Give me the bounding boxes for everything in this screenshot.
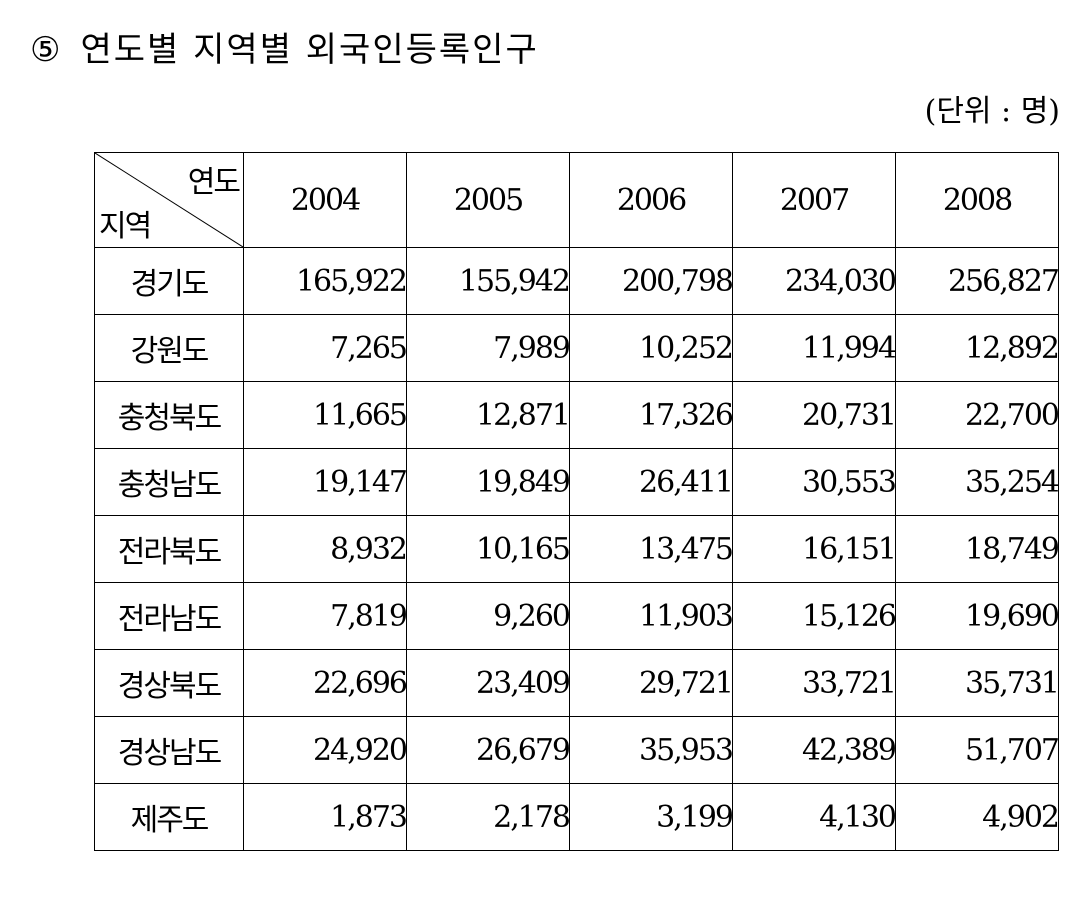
region-cell: 충청북도 (94, 381, 244, 449)
value-cell: 19,849 (406, 448, 571, 516)
table-row: 경기도 165,922 155,942 200,798 234,030 256,… (94, 247, 1060, 315)
value-cell: 7,819 (243, 582, 408, 650)
diagonal-divider (95, 153, 243, 247)
region-cell: 제주도 (94, 783, 244, 851)
region-cell: 경기도 (94, 247, 244, 315)
value-cell: 2,178 (406, 783, 571, 851)
value-cell: 16,151 (732, 515, 897, 583)
value-cell: 17,326 (569, 381, 734, 449)
year-header: 2007 (732, 152, 896, 248)
corner-header-cell: 연도 지역 (94, 152, 244, 248)
table-row: 전라남도 7,819 9,260 11,903 15,126 19,690 (94, 582, 1060, 650)
value-cell: 7,265 (243, 314, 408, 382)
value-cell: 19,690 (895, 582, 1060, 650)
value-cell: 22,696 (243, 649, 408, 717)
value-cell: 8,932 (243, 515, 408, 583)
value-cell: 20,731 (732, 381, 897, 449)
value-cell: 42,389 (732, 716, 897, 784)
header-row: 연도 지역 2004 2005 2006 2007 2008 (94, 152, 1059, 248)
year-header: 2006 (569, 152, 733, 248)
value-cell: 3,199 (569, 783, 734, 851)
year-header: 2004 (243, 152, 407, 248)
value-cell: 11,903 (569, 582, 734, 650)
value-cell: 11,665 (243, 381, 408, 449)
value-cell: 18,749 (895, 515, 1060, 583)
value-cell: 23,409 (406, 649, 571, 717)
table-row: 전라북도 8,932 10,165 13,475 16,151 18,749 (94, 515, 1060, 583)
value-cell: 51,707 (895, 716, 1060, 784)
region-cell: 충청남도 (94, 448, 244, 516)
population-table: 연도 지역 2004 2005 2006 2007 2008 경기도 165,9… (94, 152, 1060, 851)
value-cell: 24,920 (243, 716, 408, 784)
value-cell: 35,953 (569, 716, 734, 784)
value-cell: 7,989 (406, 314, 571, 382)
year-header: 2008 (895, 152, 1059, 248)
title-number: ⑤ (30, 30, 63, 70)
value-cell: 1,873 (243, 783, 408, 851)
value-cell: 35,254 (895, 448, 1060, 516)
region-cell: 전라남도 (94, 582, 244, 650)
region-cell: 경상북도 (94, 649, 244, 717)
value-cell: 19,147 (243, 448, 408, 516)
table-row: 충청남도 19,147 19,849 26,411 30,553 35,254 (94, 448, 1060, 516)
value-cell: 165,922 (243, 247, 408, 315)
value-cell: 12,892 (895, 314, 1060, 382)
value-cell: 26,411 (569, 448, 734, 516)
title-text: 연도별 지역별 외국인등록인구 (80, 30, 539, 70)
value-cell: 155,942 (406, 247, 571, 315)
value-cell: 10,165 (406, 515, 571, 583)
unit-label: (단위 : 명) (924, 94, 1060, 129)
region-cell: 경상남도 (94, 716, 244, 784)
value-cell: 12,871 (406, 381, 571, 449)
region-cell: 강원도 (94, 314, 244, 382)
value-cell: 200,798 (569, 247, 734, 315)
value-cell: 13,475 (569, 515, 734, 583)
table-row: 충청북도 11,665 12,871 17,326 20,731 22,700 (94, 381, 1060, 449)
corner-region-label: 지역 (99, 209, 152, 244)
value-cell: 15,126 (732, 582, 897, 650)
table-row: 제주도 1,873 2,178 3,199 4,130 4,902 (94, 783, 1060, 851)
value-cell: 9,260 (406, 582, 571, 650)
table-row: 경상북도 22,696 23,409 29,721 33,721 35,731 (94, 649, 1060, 717)
table-row: 경상남도 24,920 26,679 35,953 42,389 51,707 (94, 716, 1060, 784)
value-cell: 22,700 (895, 381, 1060, 449)
value-cell: 26,679 (406, 716, 571, 784)
value-cell: 29,721 (569, 649, 734, 717)
year-header: 2005 (406, 152, 570, 248)
value-cell: 33,721 (732, 649, 897, 717)
table-row: 강원도 7,265 7,989 10,252 11,994 12,892 (94, 314, 1060, 382)
value-cell: 35,731 (895, 649, 1060, 717)
value-cell: 11,994 (732, 314, 897, 382)
value-cell: 4,902 (895, 783, 1060, 851)
document-title: ⑤ 연도별 지역별 외국인등록인구 (30, 22, 539, 71)
value-cell: 10,252 (569, 314, 734, 382)
value-cell: 30,553 (732, 448, 897, 516)
region-cell: 전라북도 (94, 515, 244, 583)
value-cell: 234,030 (732, 247, 897, 315)
value-cell: 4,130 (732, 783, 897, 851)
value-cell: 256,827 (895, 247, 1060, 315)
corner-year-label: 연도 (187, 165, 241, 200)
